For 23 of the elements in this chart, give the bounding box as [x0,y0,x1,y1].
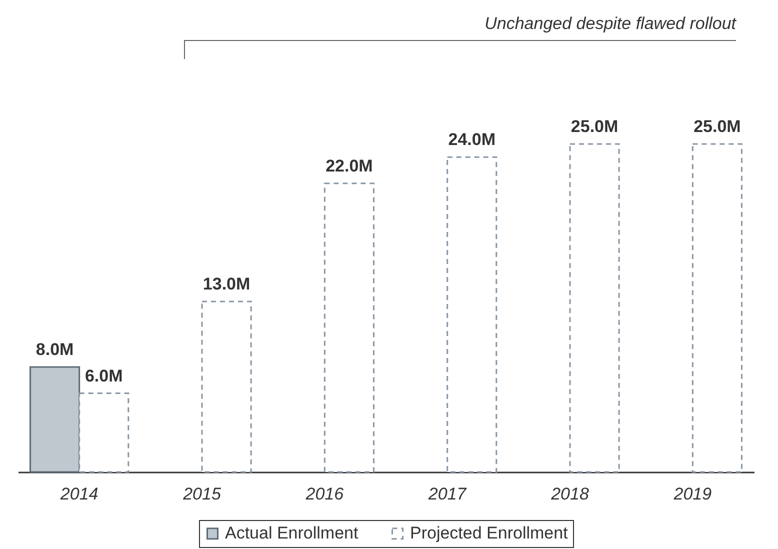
text: Unchanged despite flawed rollout [484,14,736,34]
data-label: 6.0M [84,366,123,386]
data-label: 22.0M [326,156,373,176]
bar [30,366,80,473]
x-tick-label: 2015 [182,484,222,504]
x-tick-label: 2017 [427,484,467,504]
bar [201,300,252,473]
data-label: 25.0M [570,117,618,136]
data-label: 25.0M [694,117,741,136]
data-label: 13.0M [202,274,250,294]
legend-label: Projected Enrollment [410,524,568,543]
x-tick-label: 2018 [550,484,590,504]
data-label: 8.0M [36,340,74,360]
x-tick-label: 2014 [59,484,98,504]
bar [324,182,374,473]
bar [446,156,498,473]
bar [78,392,130,473]
bar [569,143,620,473]
legend-label: Actual Enrollment [225,524,359,543]
x-tick-label: 2016 [304,484,344,504]
bar [692,143,742,473]
x-tick-label: 2019 [672,484,712,504]
data-label: 24.0M [448,130,496,150]
